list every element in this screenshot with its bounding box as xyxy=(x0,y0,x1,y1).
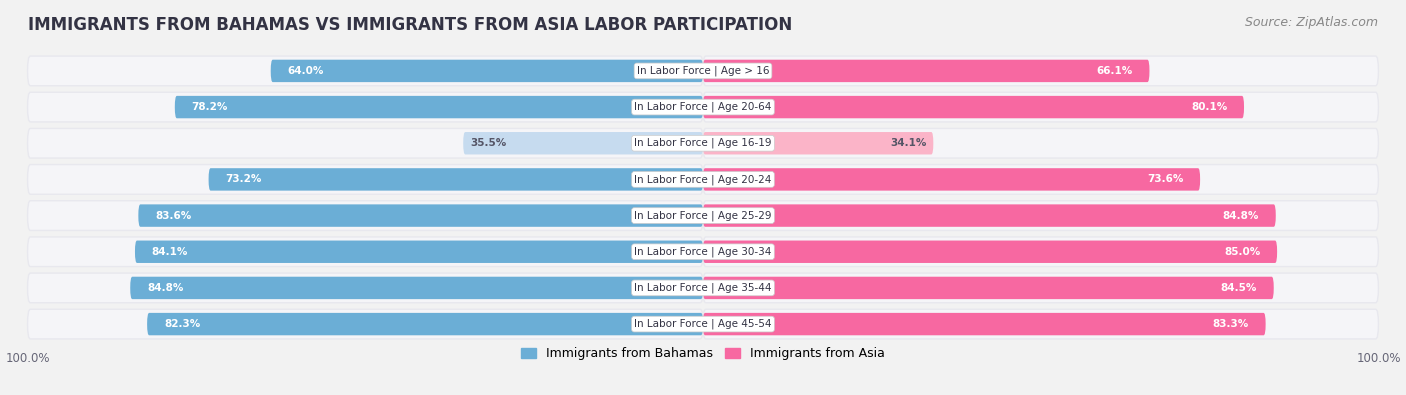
FancyBboxPatch shape xyxy=(703,277,1274,299)
Legend: Immigrants from Bahamas, Immigrants from Asia: Immigrants from Bahamas, Immigrants from… xyxy=(516,342,890,365)
Text: In Labor Force | Age 35-44: In Labor Force | Age 35-44 xyxy=(634,283,772,293)
Text: 84.8%: 84.8% xyxy=(148,283,184,293)
Text: 66.1%: 66.1% xyxy=(1097,66,1133,76)
Text: 82.3%: 82.3% xyxy=(165,319,200,329)
FancyBboxPatch shape xyxy=(703,201,1378,230)
Text: 64.0%: 64.0% xyxy=(288,66,323,76)
Text: 83.6%: 83.6% xyxy=(155,211,191,220)
FancyBboxPatch shape xyxy=(135,241,703,263)
FancyBboxPatch shape xyxy=(703,92,1378,122)
FancyBboxPatch shape xyxy=(703,204,1275,227)
Text: 83.3%: 83.3% xyxy=(1212,319,1249,329)
FancyBboxPatch shape xyxy=(28,92,703,122)
Text: In Labor Force | Age 20-64: In Labor Force | Age 20-64 xyxy=(634,102,772,112)
FancyBboxPatch shape xyxy=(271,60,703,82)
FancyBboxPatch shape xyxy=(703,237,1378,267)
FancyBboxPatch shape xyxy=(703,309,1378,339)
FancyBboxPatch shape xyxy=(28,273,703,303)
FancyBboxPatch shape xyxy=(703,60,1150,82)
Text: 35.5%: 35.5% xyxy=(470,138,506,148)
Text: 73.2%: 73.2% xyxy=(225,175,262,184)
FancyBboxPatch shape xyxy=(131,277,703,299)
FancyBboxPatch shape xyxy=(703,273,1378,303)
Text: 84.8%: 84.8% xyxy=(1222,211,1258,220)
FancyBboxPatch shape xyxy=(28,201,703,230)
FancyBboxPatch shape xyxy=(703,56,1378,86)
Text: 80.1%: 80.1% xyxy=(1191,102,1227,112)
FancyBboxPatch shape xyxy=(703,168,1201,191)
FancyBboxPatch shape xyxy=(138,204,703,227)
FancyBboxPatch shape xyxy=(703,241,1277,263)
FancyBboxPatch shape xyxy=(703,165,1378,194)
Text: 84.5%: 84.5% xyxy=(1220,283,1257,293)
FancyBboxPatch shape xyxy=(703,128,1378,158)
Text: In Labor Force | Age 30-34: In Labor Force | Age 30-34 xyxy=(634,246,772,257)
FancyBboxPatch shape xyxy=(174,96,703,118)
FancyBboxPatch shape xyxy=(28,56,703,86)
Text: IMMIGRANTS FROM BAHAMAS VS IMMIGRANTS FROM ASIA LABOR PARTICIPATION: IMMIGRANTS FROM BAHAMAS VS IMMIGRANTS FR… xyxy=(28,16,793,34)
Text: 78.2%: 78.2% xyxy=(191,102,228,112)
Text: 34.1%: 34.1% xyxy=(890,138,927,148)
FancyBboxPatch shape xyxy=(703,96,1244,118)
Text: In Labor Force | Age 25-29: In Labor Force | Age 25-29 xyxy=(634,210,772,221)
FancyBboxPatch shape xyxy=(28,128,703,158)
Text: In Labor Force | Age 20-24: In Labor Force | Age 20-24 xyxy=(634,174,772,185)
FancyBboxPatch shape xyxy=(28,165,703,194)
Text: Source: ZipAtlas.com: Source: ZipAtlas.com xyxy=(1244,16,1378,29)
Text: 84.1%: 84.1% xyxy=(152,247,188,257)
FancyBboxPatch shape xyxy=(208,168,703,191)
FancyBboxPatch shape xyxy=(703,132,934,154)
FancyBboxPatch shape xyxy=(28,309,703,339)
FancyBboxPatch shape xyxy=(703,313,1265,335)
Text: In Labor Force | Age 16-19: In Labor Force | Age 16-19 xyxy=(634,138,772,149)
Text: In Labor Force | Age > 16: In Labor Force | Age > 16 xyxy=(637,66,769,76)
FancyBboxPatch shape xyxy=(28,237,703,267)
Text: 73.6%: 73.6% xyxy=(1147,175,1184,184)
Text: 85.0%: 85.0% xyxy=(1225,247,1260,257)
Text: In Labor Force | Age 45-54: In Labor Force | Age 45-54 xyxy=(634,319,772,329)
FancyBboxPatch shape xyxy=(148,313,703,335)
FancyBboxPatch shape xyxy=(463,132,703,154)
